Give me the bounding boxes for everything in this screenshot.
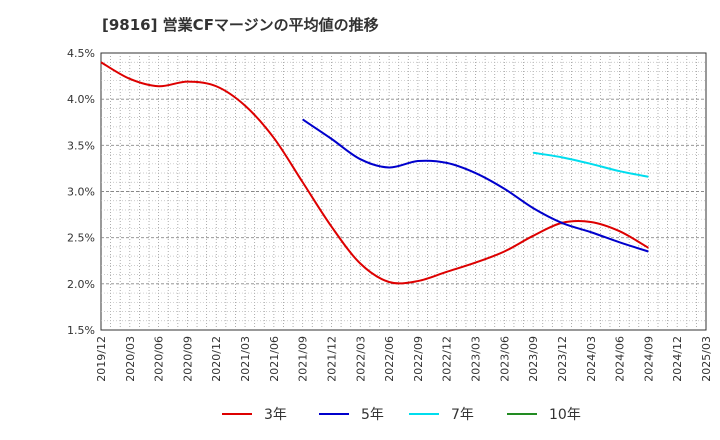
x-tick-label: 2024/09 bbox=[642, 336, 655, 382]
y-tick-label: 4.5% bbox=[67, 47, 95, 60]
x-tick-label: 2025/03 bbox=[700, 336, 713, 382]
legend-label: 3年 bbox=[264, 407, 287, 423]
chart-title: [9816] 営業CFマージンの平均値の推移 bbox=[102, 16, 379, 34]
series-line-7年 bbox=[532, 151, 649, 178]
x-tick-label: 2022/06 bbox=[383, 336, 396, 382]
x-tick-label: 2020/06 bbox=[153, 336, 166, 382]
legend: 3年 5年 7年 10年 bbox=[222, 407, 581, 423]
legend-label: 10年 bbox=[549, 407, 581, 423]
x-tick-label: 2021/06 bbox=[268, 336, 281, 382]
series-line-3年 bbox=[100, 61, 649, 285]
x-tick-label: 2021/09 bbox=[297, 336, 310, 382]
y-tick-label: 3.5% bbox=[67, 139, 95, 152]
y-tick-label: 1.5% bbox=[67, 324, 95, 337]
x-tick-label: 2020/03 bbox=[124, 336, 137, 382]
x-tick-label: 2021/12 bbox=[325, 336, 338, 382]
x-axis-ticks: 2019/12 2020/03 2020/06 2020/09 2020/12 2021/… bbox=[95, 336, 713, 382]
x-tick-label: 2022/12 bbox=[441, 336, 454, 382]
x-tick-label: 2023/12 bbox=[556, 336, 569, 382]
x-tick-label: 2022/09 bbox=[412, 336, 425, 382]
x-tick-label: 2023/06 bbox=[498, 336, 511, 382]
series-line-5年 bbox=[302, 118, 649, 253]
x-tick-label: 2019/12 bbox=[95, 336, 108, 382]
legend-label: 5年 bbox=[361, 407, 384, 423]
y-tick-label: 3.0% bbox=[67, 186, 95, 199]
x-tick-label: 2020/12 bbox=[210, 336, 223, 382]
x-tick-label: 2022/03 bbox=[354, 336, 367, 382]
horizontal-gridlines bbox=[101, 61, 706, 322]
x-tick-label: 2021/03 bbox=[239, 336, 252, 382]
series-lines bbox=[100, 61, 649, 285]
x-tick-label: 2023/09 bbox=[527, 336, 540, 382]
y-tick-label: 2.0% bbox=[67, 278, 95, 291]
y-tick-label: 2.5% bbox=[67, 232, 95, 245]
x-tick-label: 2024/12 bbox=[671, 336, 684, 382]
x-tick-label: 2024/06 bbox=[614, 336, 627, 382]
legend-label: 7年 bbox=[451, 407, 474, 423]
y-axis-ticks: 1.5% 2.0% 2.5% 3.0% 3.5% 4.0% 4.5% bbox=[67, 47, 95, 337]
x-tick-label: 2020/09 bbox=[181, 336, 194, 382]
y-tick-label: 4.0% bbox=[67, 93, 95, 106]
x-tick-label: 2024/03 bbox=[585, 336, 598, 382]
x-tick-label: 2023/03 bbox=[470, 336, 483, 382]
